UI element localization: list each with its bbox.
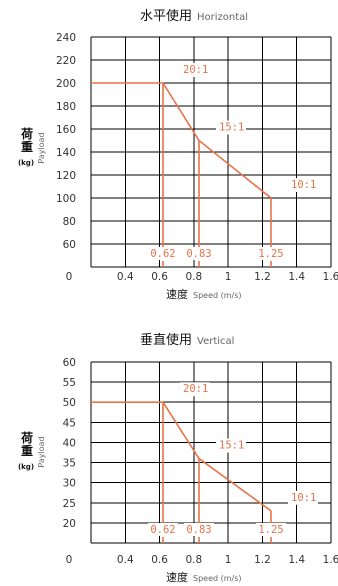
x-tick-label: 1.2 — [254, 271, 271, 283]
ratio-label: 15:1 — [219, 122, 244, 134]
speed-label: 0.83 — [186, 524, 211, 536]
y-tick-label: 45 — [63, 417, 76, 429]
y-axis-label-char: 重 — [21, 443, 33, 458]
y-origin-label: 0 — [66, 554, 73, 566]
y-tick-label: 50 — [63, 397, 76, 409]
x-axis-sublabel: Speed (m/s) — [193, 574, 242, 583]
y-tick-label: 60 — [63, 239, 76, 251]
ratio-label: 10:1 — [291, 179, 316, 191]
y-tick-label: 80 — [63, 216, 76, 228]
speed-label: 1.25 — [258, 524, 283, 536]
x-tick-label: 0.4 — [117, 271, 134, 283]
ratio-label-bg — [216, 438, 246, 453]
speed-label-bg — [184, 247, 214, 260]
y-tick-label: 25 — [63, 498, 76, 510]
x-tick-label: 1 — [225, 271, 232, 283]
x-tick-label: 0.6 — [151, 271, 168, 283]
y-axis-label-char: 荷 — [20, 126, 33, 141]
x-tick-label: 1.6 — [323, 271, 338, 283]
y-axis-unit: (kg) — [18, 159, 34, 167]
y-tick-label: 180 — [56, 101, 76, 113]
speed-label-bg — [256, 523, 286, 536]
speed-label-bg — [148, 523, 178, 536]
y-tick-label: 240 — [56, 32, 76, 44]
x-tick-label: 1.2 — [254, 554, 271, 566]
ratio-label: 20:1 — [183, 383, 208, 395]
y-tick-label: 160 — [56, 124, 76, 136]
chart-subtitle: Vertical — [197, 336, 234, 347]
ratio-label-bg — [180, 63, 210, 77]
ratio-label: 15:1 — [219, 440, 244, 452]
chart-horizontal: 水平使用 Horizontal 60 80 100 120 140 160 180 200 220 2… — [18, 8, 338, 301]
speed-label: 1.25 — [258, 248, 283, 260]
ratio-label-bg — [288, 490, 318, 505]
x-tick-label: 1.4 — [288, 271, 305, 283]
ratio-label-bg — [216, 120, 246, 135]
x-axis-sublabel: Speed (m/s) — [193, 291, 242, 300]
y-tick-label: 60 — [63, 357, 76, 369]
chart-vertical: 垂直使用 Vertical 20 25 30 35 40 45 50 55 60 0 0.4 0.6 0.8… — [18, 332, 338, 584]
y-origin-label: 0 — [66, 271, 73, 283]
y-tick-label: 30 — [63, 478, 76, 490]
speed-label: 0.62 — [150, 524, 175, 536]
chart-title: 垂直使用 — [140, 332, 192, 348]
x-tick-label: 1.4 — [288, 554, 305, 566]
y-tick-label: 120 — [56, 170, 76, 182]
ratio-label-bg — [180, 382, 210, 397]
ratio-label-bg — [288, 178, 318, 192]
x-tick-label: 0.6 — [151, 554, 168, 566]
ratio-label: 10:1 — [291, 492, 316, 504]
y-tick-label: 40 — [63, 437, 76, 449]
y-axis-sublabel: Payload — [37, 436, 46, 467]
chart-subtitle: Horizontal — [197, 12, 248, 23]
y-tick-label: 20 — [63, 518, 76, 530]
x-axis-label: 速度 — [166, 287, 188, 301]
y-axis-sublabel: Payload — [37, 132, 46, 163]
x-tick-label: 0.4 — [117, 554, 134, 566]
y-tick-label: 55 — [63, 377, 76, 389]
payload-curve — [91, 401, 272, 512]
y-tick-label: 35 — [63, 458, 76, 470]
speed-label-bg — [256, 247, 286, 260]
speed-label: 0.62 — [150, 248, 175, 260]
y-tick-label: 100 — [56, 193, 76, 205]
speed-label: 0.83 — [186, 248, 211, 260]
y-axis-label-char: 重 — [21, 139, 33, 154]
payload-curve — [91, 82, 272, 199]
y-axis-label-char: 荷 — [20, 430, 33, 445]
chart-title: 水平使用 — [140, 8, 192, 24]
y-tick-label: 140 — [56, 147, 76, 159]
x-tick-label: 1.6 — [323, 554, 338, 566]
x-tick-label: 0.8 — [186, 554, 203, 566]
y-tick-label: 200 — [56, 78, 76, 90]
x-tick-label: 0.8 — [186, 271, 203, 283]
speed-label-bg — [148, 247, 178, 260]
y-axis-unit: (kg) — [18, 463, 34, 471]
y-tick-label: 220 — [56, 55, 76, 67]
speed-label-bg — [184, 523, 214, 536]
x-tick-label: 1 — [225, 554, 232, 566]
ratio-label: 20:1 — [183, 64, 208, 76]
x-axis-label: 速度 — [166, 570, 188, 584]
